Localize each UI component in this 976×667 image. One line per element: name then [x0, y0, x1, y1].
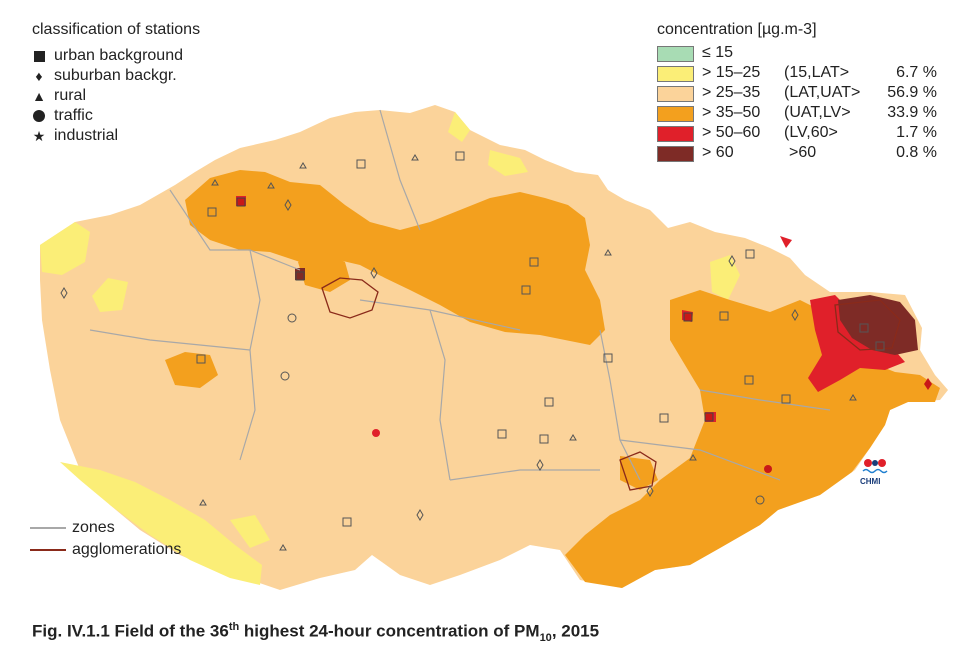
class-category: >60 — [789, 144, 817, 161]
legend-class-35-50: > 35–50 (UAT,LV> 33.9 % — [657, 104, 957, 124]
color-swatch — [657, 106, 694, 122]
class-range: > 35–50 — [702, 104, 761, 121]
color-swatch — [657, 46, 694, 62]
class-percent: 33.9 % — [887, 104, 937, 121]
legend-label: suburban backgr. — [54, 67, 177, 84]
caption-sup: th — [228, 621, 240, 633]
agglomerations-line-icon — [30, 549, 66, 551]
class-range: > 60 — [702, 144, 734, 161]
legend-label: urban background — [54, 47, 183, 64]
zone-15-25 — [40, 112, 740, 585]
chmi-logo-text: CHMI — [860, 477, 881, 486]
legend-label: industrial — [54, 127, 119, 144]
legend-urban-background: urban background — [32, 46, 183, 66]
color-swatch — [657, 126, 694, 142]
class-category: (UAT,LV> — [784, 104, 851, 121]
caption-sub: 10 — [539, 632, 552, 645]
star-icon: ★ — [32, 127, 46, 144]
diamond-icon: ♦ — [35, 68, 43, 84]
legend-class-le-15: ≤ 15 — [657, 44, 957, 64]
class-range: > 50–60 — [702, 124, 761, 141]
class-range: > 15–25 — [702, 64, 761, 81]
figure-caption: Fig. IV.1.1 Field of the 36th highest 24… — [32, 621, 599, 644]
zone-boundaries — [89, 109, 831, 481]
agglomeration-boundaries — [321, 277, 901, 491]
caption-middle: highest 24-hour concentration of PM — [239, 621, 540, 641]
legend-class-50-60: > 50–60 (LV,60> 1.7 % — [657, 124, 957, 144]
color-swatch — [657, 146, 694, 162]
legend-agglomerations: agglomerations — [30, 541, 181, 559]
class-range: ≤ 15 — [702, 44, 734, 61]
station-legend-title: classification of stations — [32, 21, 201, 38]
exceeding-stations — [236, 197, 932, 473]
color-swatch — [657, 66, 694, 82]
caption-prefix: Fig. IV.1.1 Field of the 36 — [32, 621, 229, 641]
legend-traffic: traffic — [32, 106, 93, 126]
class-category: (15,LAT> — [784, 64, 850, 81]
class-percent: 6.7 % — [896, 64, 937, 81]
legend-class-over-60: > 60 >60 0.8 % — [657, 144, 957, 164]
class-range: > 25–35 — [702, 84, 761, 101]
zones-label: zones — [72, 519, 115, 536]
legend-label: traffic — [54, 107, 93, 124]
class-percent: 1.7 % — [896, 124, 937, 141]
legend-industrial: ★ industrial — [32, 126, 118, 146]
concentration-legend-title: concentration [µg.m-3] — [657, 21, 817, 38]
legend-label: rural — [54, 87, 87, 104]
class-percent: 56.9 % — [887, 84, 937, 101]
station-markers — [60, 151, 885, 551]
class-category: (LAT,UAT> — [784, 84, 861, 101]
agglomerations-label: agglomerations — [72, 541, 182, 558]
legend-suburban-background: ♦ suburban backgr. — [32, 66, 177, 86]
legend-class-25-35: > 25–35 (LAT,UAT> 56.9 % — [657, 84, 957, 104]
zones-line-icon — [30, 527, 66, 529]
color-swatch — [657, 86, 694, 102]
caption-suffix: , 2015 — [551, 621, 600, 641]
class-percent: 0.8 % — [896, 144, 937, 161]
legend-class-15-25: > 15–25 (15,LAT> 6.7 % — [657, 64, 957, 84]
triangle-icon: ▲ — [32, 88, 46, 104]
legend-zones: zones — [30, 519, 115, 537]
square-icon — [32, 49, 46, 63]
chmi-logo — [862, 459, 888, 474]
legend-rural: ▲ rural — [32, 86, 86, 106]
class-category: (LV,60> — [784, 124, 838, 141]
circle-icon — [32, 109, 46, 123]
